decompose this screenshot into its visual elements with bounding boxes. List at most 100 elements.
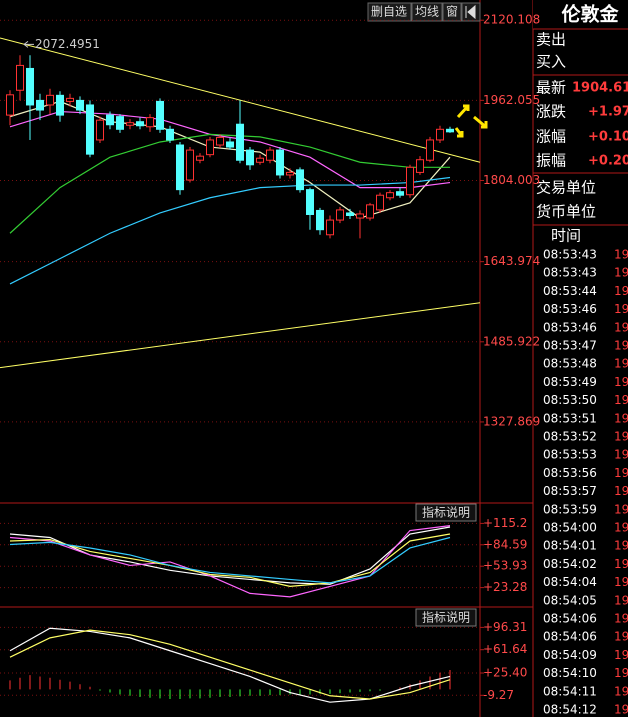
tick-price: 19 xyxy=(614,339,628,353)
y-tick-label: 1962.055 xyxy=(483,93,540,107)
candle-body xyxy=(316,209,324,231)
tick-price: 19 xyxy=(614,320,628,334)
button[interactable] xyxy=(442,2,462,22)
candle-body xyxy=(356,213,364,219)
candle-body xyxy=(156,100,164,130)
candle-body xyxy=(446,128,454,133)
candle-body xyxy=(206,139,214,156)
tick-price: 19 xyxy=(614,575,628,589)
candle-body xyxy=(326,219,334,236)
tick-price: 19 xyxy=(614,484,628,498)
quote-value: 1904.610 xyxy=(572,81,628,96)
tick-price: 19 xyxy=(614,266,628,280)
indicator-line xyxy=(9,629,451,700)
indicator-button[interactable] xyxy=(415,608,477,627)
tick-price: 19 xyxy=(614,593,628,607)
candle-body xyxy=(76,99,84,111)
candle-body xyxy=(186,149,194,181)
button-label[interactable]: 窗 xyxy=(446,5,458,19)
tick-time: 08:54:04 xyxy=(543,575,597,589)
tick-time: 08:53:44 xyxy=(543,284,597,298)
candle-body xyxy=(86,104,94,155)
y-tick-label: +61.64 xyxy=(483,642,527,656)
quote-label: 卖出 xyxy=(536,31,566,49)
tick-time: 08:54:00 xyxy=(543,521,597,535)
indicator-line xyxy=(9,176,451,285)
y-tick-label: 1643.974 xyxy=(483,254,540,268)
candle-body xyxy=(256,157,264,163)
button-label[interactable]: 删自选 xyxy=(371,5,407,19)
candle-body xyxy=(416,159,424,173)
candle-body xyxy=(116,116,124,130)
candle-body xyxy=(36,99,44,111)
tick-price: 19 xyxy=(614,248,628,262)
candle-body xyxy=(386,192,394,199)
tick-price: 19 xyxy=(614,302,628,316)
tick-time: 08:54:06 xyxy=(543,612,597,626)
time-header: 时间 xyxy=(551,227,581,245)
trendline xyxy=(0,302,481,369)
tick-price: 19 xyxy=(614,502,628,516)
button[interactable] xyxy=(367,2,412,22)
y-tick-label: +115.2 xyxy=(483,516,527,530)
candle-body xyxy=(46,94,54,106)
candle-body xyxy=(366,204,374,219)
annotation-arrow xyxy=(23,40,34,48)
candle-body xyxy=(276,149,284,176)
y-tick-label: 2120.108 xyxy=(483,13,540,27)
tick-price: 19 xyxy=(614,539,628,553)
candle-body xyxy=(56,94,64,116)
quote-label: 货币单位 xyxy=(536,203,596,221)
indicator-line xyxy=(9,100,451,219)
arrows xyxy=(454,104,488,138)
candle-body xyxy=(436,128,444,141)
tick-time: 08:54:06 xyxy=(543,630,597,644)
candle-body xyxy=(296,169,304,191)
trendline xyxy=(0,37,481,163)
tick-price: 19 xyxy=(614,684,628,698)
expand-icon xyxy=(465,4,476,20)
tick-time: 08:54:05 xyxy=(543,593,597,607)
tick-price: 19 xyxy=(614,521,628,535)
tick-time: 08:53:57 xyxy=(543,484,597,498)
tick-price: 19 xyxy=(614,393,628,407)
candle-body xyxy=(196,155,204,161)
candle-body xyxy=(226,141,234,148)
indicator-line xyxy=(9,533,451,588)
quote-label: 涨幅 xyxy=(536,128,566,146)
tick-time: 08:54:09 xyxy=(543,648,597,662)
tick-time: 08:53:47 xyxy=(543,339,597,353)
y-tick-label: +53.93 xyxy=(483,559,527,573)
y-tick-label: +84.59 xyxy=(483,537,527,551)
indicator-line xyxy=(9,525,451,598)
candle-body xyxy=(126,122,134,126)
candle-body xyxy=(106,114,114,126)
y-tick-label: 1804.003 xyxy=(483,173,540,187)
tick-time: 08:53:52 xyxy=(543,430,597,444)
indicator-button-label[interactable]: 指标说明 xyxy=(422,505,470,520)
tick-time: 08:53:48 xyxy=(543,357,597,371)
tick-price: 19 xyxy=(614,430,628,444)
indicator-button[interactable] xyxy=(415,503,477,522)
tick-price: 19 xyxy=(614,630,628,644)
title-bar xyxy=(533,0,628,29)
candle-body xyxy=(176,144,184,191)
candle-body xyxy=(346,212,354,216)
tick-time: 08:53:43 xyxy=(543,248,597,262)
candle-body xyxy=(236,123,244,161)
button[interactable] xyxy=(411,2,443,22)
indicator-button-label[interactable]: 指标说明 xyxy=(422,610,470,625)
candle-body xyxy=(166,128,174,141)
tick-price: 19 xyxy=(614,466,628,480)
button-label[interactable]: 均线 xyxy=(415,5,439,19)
tick-time: 08:53:59 xyxy=(543,502,597,516)
y-tick-label: +23.28 xyxy=(483,580,527,594)
quote-value: +1.970 xyxy=(588,105,628,120)
tick-time: 08:54:12 xyxy=(543,703,597,717)
tick-time: 08:54:02 xyxy=(543,557,597,571)
candle-body xyxy=(6,94,14,116)
candle-body xyxy=(306,189,314,215)
quote-title: 伦敦金 xyxy=(561,3,619,26)
tick-price: 19 xyxy=(614,703,628,717)
tick-time: 08:54:01 xyxy=(543,539,597,553)
